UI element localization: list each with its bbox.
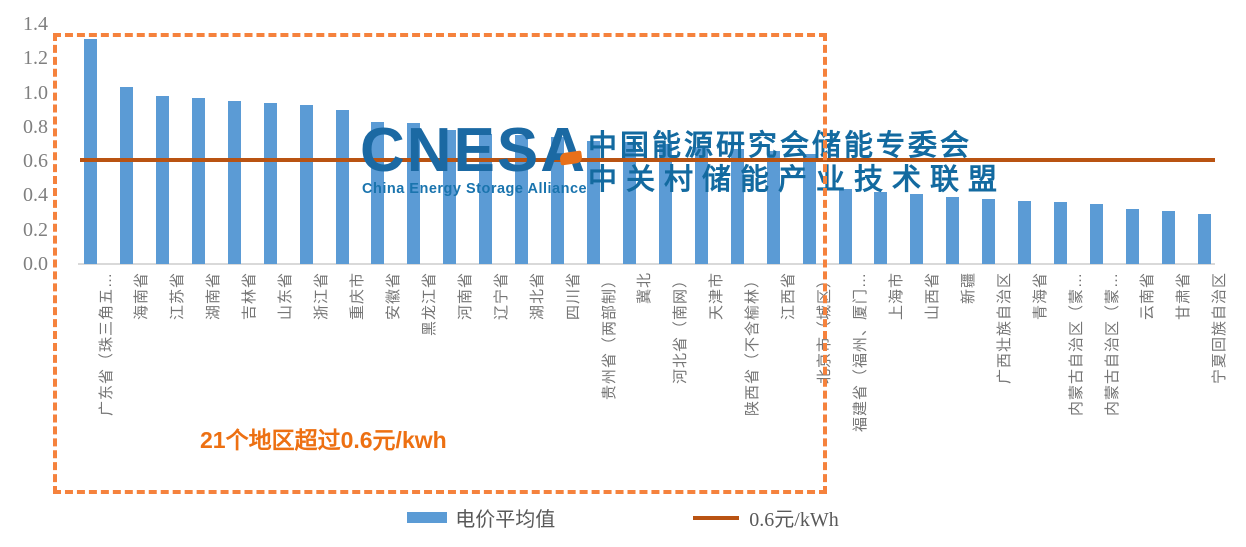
legend-line-swatch [693,515,740,520]
bar [155,95,169,264]
bar [515,135,529,264]
highlight-dashed-box [53,33,827,494]
bar [371,121,385,264]
bar [622,142,636,264]
y-axis-tick-label: 1.0 [23,81,48,104]
bar [119,87,133,264]
x-axis-label: 上海市 [887,272,905,321]
x-axis-label: 内蒙古自治区（蒙… [1067,272,1085,417]
x-axis-label: 山西省 [923,272,941,321]
y-axis-tick-label: 1.4 [23,12,48,35]
watermark-logo-subtext: China Energy Storage Alliance [362,181,588,197]
bar [1018,200,1032,264]
legend-label: 电价平均值 [455,509,556,531]
bar [84,39,97,264]
legend-label: 0.6元/kWh [749,509,839,531]
bar [335,109,349,264]
reference-line-0.6 [80,158,1215,162]
bar [551,137,565,264]
x-axis-label: 广西壮族自治区 [995,272,1013,385]
x-axis-label: 宁夏回族自治区 [1211,272,1229,385]
bar [263,102,277,264]
x-axis-label: 福建省（福州、厦门… [852,272,870,433]
bar [191,97,205,264]
x-axis-label: 云南省 [1139,272,1157,321]
watermark-org-line2: 中关村储能产业技术联盟 [588,164,1007,196]
legend-item-average-price: 电价平均值 [407,503,555,532]
bar [443,130,457,264]
bar [1161,210,1175,264]
bar [658,143,672,264]
bar [1090,203,1104,264]
y-axis-tick-label: 1.2 [23,47,48,70]
bar [587,140,601,264]
legend-bar-swatch [407,512,448,523]
y-axis-tick-label: 0.6 [23,150,48,173]
bar [838,188,852,264]
bar [802,154,816,264]
x-axis-label: 青海省 [1031,272,1049,321]
bar [874,191,888,264]
legend: 电价平均值 0.6元/kWh [0,503,1246,532]
bar [730,149,744,264]
y-axis-tick-label: 0.0 [23,253,48,275]
bar [1054,202,1068,264]
bar [946,197,960,264]
watermark-org-line1: 中国能源研究会储能专委会 [588,130,973,162]
x-axis-label: 新疆 [959,272,977,305]
bar [227,101,241,264]
bar [479,133,493,264]
y-axis-tick-label: 0.2 [23,218,48,241]
y-axis-tick-label: 0.8 [23,115,48,138]
bar [766,150,780,264]
bar [694,147,708,264]
bar [910,193,924,264]
bar [1125,209,1139,264]
x-axis-line [78,263,1215,265]
x-axis-label: 甘肃省 [1175,272,1193,321]
watermark-logo-text: CNESA [360,116,588,185]
y-axis-tick-label: 0.4 [23,184,48,207]
legend-item-reference-line: 0.6元/kWh [693,503,839,532]
bar [299,104,313,264]
annotation-text: 21个地区超过0.6元/kwh [200,427,447,453]
bar [982,198,996,264]
x-axis-label: 内蒙古自治区（蒙… [1103,272,1121,417]
bar [1197,214,1211,264]
